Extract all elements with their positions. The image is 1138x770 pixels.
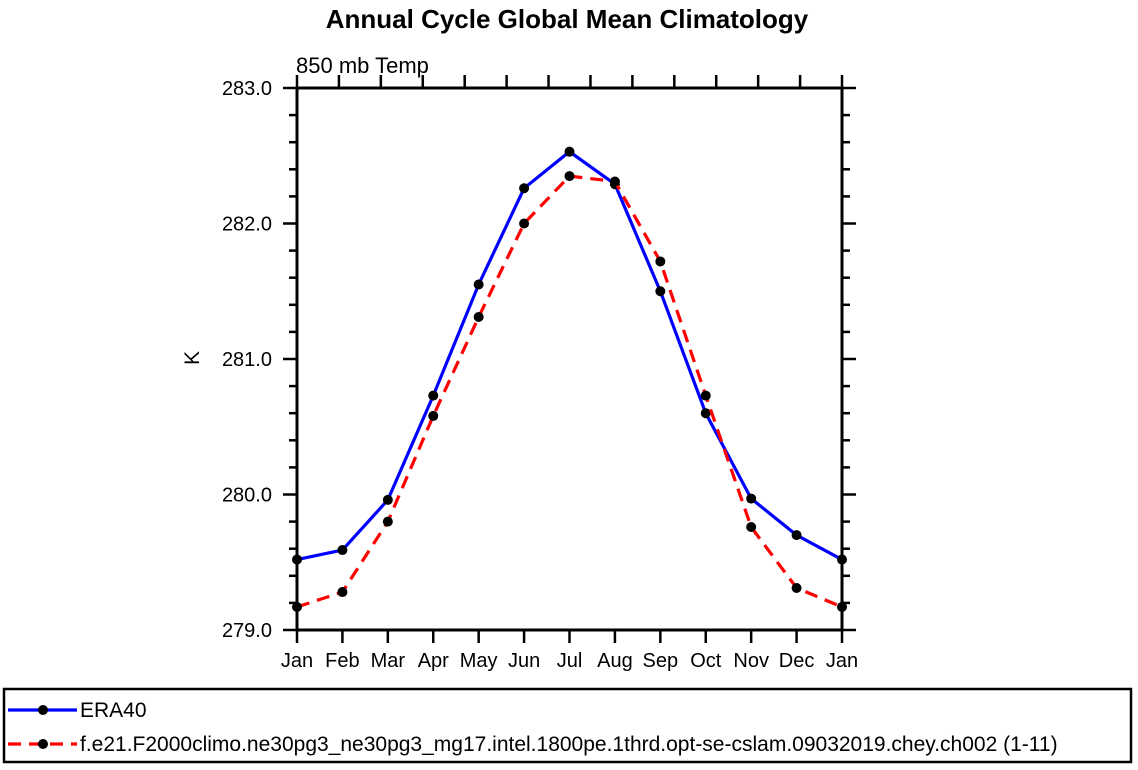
data-point <box>519 218 530 229</box>
series-line-model <box>296 174 843 609</box>
data-point <box>700 390 711 401</box>
x-axis-tick-label: Jan <box>826 650 858 672</box>
y-axis-tick-label: 279.0 <box>222 620 272 642</box>
x-axis-tick-label: Sep <box>643 650 679 672</box>
data-point <box>337 545 348 556</box>
y-axis-tick-label: 282.0 <box>222 214 272 236</box>
y-axis-tick-label: 280.0 <box>222 485 272 507</box>
data-point <box>382 494 393 505</box>
x-axis-tick-label: Oct <box>690 650 722 672</box>
series-line-era40 <box>296 149 843 562</box>
data-point <box>700 408 711 419</box>
legend-label: f.e21.F2000climo.ne30pg3_ne30pg3_mg17.in… <box>80 733 1058 756</box>
data-point <box>791 530 802 541</box>
x-axis-tick-label: Jun <box>508 650 540 672</box>
data-point <box>473 279 484 290</box>
y-axis-label: K <box>181 351 204 365</box>
legend-marker <box>38 705 48 715</box>
data-point <box>428 390 439 401</box>
x-axis-tick-label: Dec <box>779 650 815 672</box>
x-axis-tick-label: Apr <box>418 650 449 672</box>
data-point <box>791 582 802 593</box>
series-layer <box>292 146 847 612</box>
data-point <box>337 587 348 598</box>
data-point <box>292 554 302 565</box>
x-axis-tick-label: Aug <box>597 650 633 672</box>
data-point <box>837 601 847 612</box>
legend-frame <box>2 687 1133 764</box>
data-point <box>292 601 302 612</box>
x-axis-tick-label: Mar <box>371 650 406 672</box>
legend-marker <box>38 739 48 749</box>
data-point <box>473 311 484 322</box>
x-axis-tick-label: Feb <box>325 650 359 672</box>
legend-box: ERA40 f.e21.F2000climo.ne30pg3_ne30pg3_mg… <box>2 687 1133 764</box>
x-axis-tick-label: Jul <box>557 650 583 672</box>
y-axis-tick-label: 281.0 <box>222 349 272 371</box>
data-point <box>655 286 666 297</box>
x-axis-tick-label: Jan <box>281 650 313 672</box>
chart-subtitle: 850 mb Temp <box>296 53 429 78</box>
data-point <box>746 522 757 533</box>
x-axis-tick-label: Nov <box>733 650 769 672</box>
x-axis-tick-label: May <box>460 650 498 672</box>
legend-label: ERA40 <box>80 699 147 722</box>
data-point <box>382 516 393 527</box>
chart-title: Annual Cycle Global Mean Climatology <box>326 4 809 34</box>
data-point <box>564 146 575 157</box>
plot-axes: 279.0 280.0 281.0 282.0 283.0 Jan Feb Mar Apr May… <box>222 75 858 672</box>
data-point <box>564 171 575 182</box>
data-point <box>746 493 757 504</box>
data-point <box>428 410 439 421</box>
data-point <box>519 183 530 194</box>
data-point <box>609 176 620 187</box>
plot-frame <box>295 86 844 632</box>
data-point <box>837 554 847 565</box>
data-point <box>655 256 666 267</box>
y-axis-tick-label: 283.0 <box>222 78 272 100</box>
